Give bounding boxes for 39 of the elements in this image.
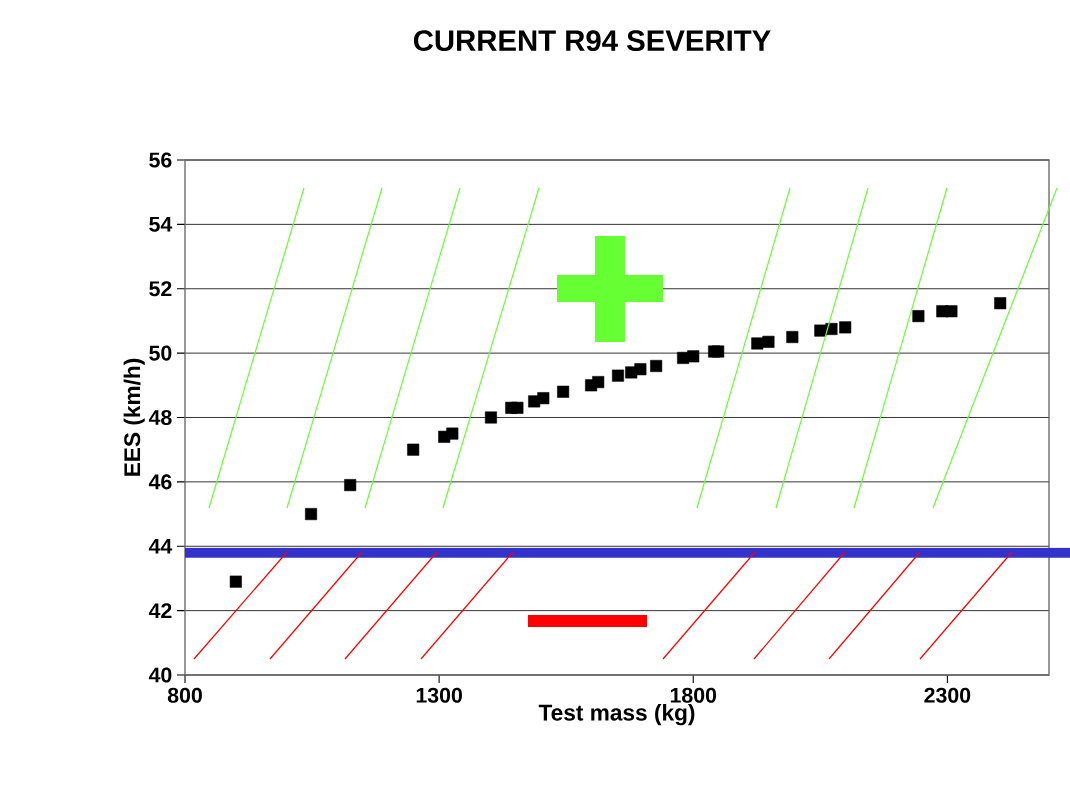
x-tick-label: 1300: [416, 687, 462, 703]
point: [687, 350, 700, 363]
point: [407, 443, 420, 456]
y-tick-label: 52: [149, 281, 172, 297]
y-axis-title: EES (km/h): [123, 358, 145, 476]
y-tick-label: 40: [148, 667, 172, 683]
y-tick-label: 54: [149, 216, 173, 232]
point: [229, 575, 242, 588]
y-tick-label: 50: [149, 345, 172, 361]
point: [912, 310, 925, 323]
point: [537, 392, 550, 405]
point: [786, 331, 799, 344]
point: [511, 401, 524, 414]
point: [839, 321, 852, 334]
x-tick-label: 2300: [924, 687, 971, 703]
point: [612, 369, 625, 382]
point: [557, 385, 570, 398]
point: [634, 363, 647, 376]
point: [305, 508, 318, 521]
point: [484, 411, 497, 424]
y-tick-label: 56: [149, 152, 172, 168]
point: [814, 324, 827, 337]
y-tick-label: 48: [148, 409, 172, 426]
point: [446, 427, 459, 440]
point: [945, 305, 958, 318]
y-tick-label: 42: [148, 603, 172, 619]
chart-title: CURRENT R94 SEVERITY: [413, 30, 771, 52]
point: [762, 335, 775, 348]
point: [592, 376, 605, 389]
y-tick-label: 46: [148, 474, 172, 490]
point: [994, 297, 1007, 310]
x-tick-label: 1800: [670, 687, 717, 703]
point: [344, 479, 357, 492]
x-axis-title: Test mass (kg): [538, 704, 695, 726]
x-tick-label: 800: [167, 687, 202, 703]
point: [650, 359, 663, 372]
y-tick-label: 44: [148, 538, 173, 554]
point: [751, 337, 764, 350]
point: [712, 345, 725, 358]
